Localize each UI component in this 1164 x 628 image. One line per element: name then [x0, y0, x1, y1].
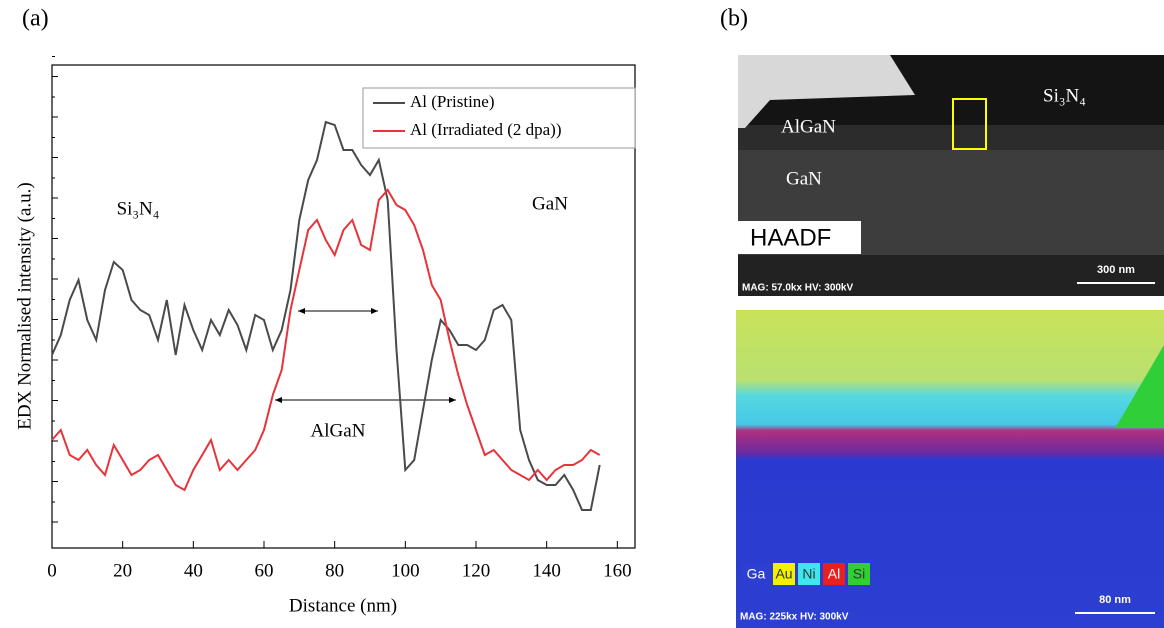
mode-label: HAADF [750, 224, 831, 251]
x-tick-label: 0 [47, 560, 57, 581]
series-line [51, 120, 601, 511]
panel-label: (a) [22, 6, 49, 32]
element-label: Ni [802, 566, 815, 582]
scale-label: 300 nm [1097, 264, 1135, 276]
y-axis-label: EDX Normalised intensity (a.u.) [14, 182, 35, 429]
annotation: Si₃N₄ [117, 198, 160, 219]
region-label: Si₃N₄ [1043, 85, 1086, 106]
annotation: GaN [532, 193, 568, 214]
element-label: Au [775, 566, 792, 582]
x-tick-label: 20 [113, 560, 132, 581]
legend [362, 87, 636, 149]
element-legend: Ga Au Ni Al Si [742, 563, 870, 585]
edx-region [1115, 345, 1164, 428]
x-tick-label: 120 [462, 560, 491, 581]
element-label: Al [828, 566, 840, 582]
annotation: AlGaN [311, 420, 366, 441]
panel-label: (b) [720, 6, 748, 32]
x-tick-label: 80 [325, 560, 344, 581]
legend-label: Al (Pristine) [410, 92, 495, 111]
image-info: MAG: 57.0kx HV: 300kV [742, 283, 853, 294]
scale-label: 80 nm [1099, 594, 1131, 606]
series-line [51, 188, 601, 492]
element-swatch [798, 563, 820, 585]
haadf-region [738, 55, 915, 128]
element-swatch [773, 563, 795, 585]
haadf-region [738, 125, 1164, 150]
x-tick-label: 160 [603, 560, 632, 581]
region-label: GaN [786, 168, 822, 189]
mode-badge [738, 221, 861, 254]
element-swatch [742, 563, 770, 585]
x-tick-label: 140 [532, 560, 561, 581]
region-label: AlGaN [781, 116, 836, 137]
element-label: Ga [747, 566, 766, 582]
element-swatch [848, 563, 870, 585]
plot-frame [51, 64, 636, 549]
x-axis-label: Distance (nm) [289, 595, 397, 616]
x-tick-label: 40 [184, 560, 203, 581]
x-tick-label: 60 [255, 560, 274, 581]
roi-box [952, 98, 987, 150]
element-label: Si [853, 566, 865, 582]
legend-label: Al (Irradiated (2 dpa)) [410, 120, 562, 139]
info-bar [738, 255, 1164, 296]
image-info: MAG: 225kx HV: 300kV [740, 612, 849, 623]
element-swatch [823, 563, 845, 585]
y-tick-marks [52, 56, 58, 523]
x-tick-label: 100 [391, 560, 420, 581]
